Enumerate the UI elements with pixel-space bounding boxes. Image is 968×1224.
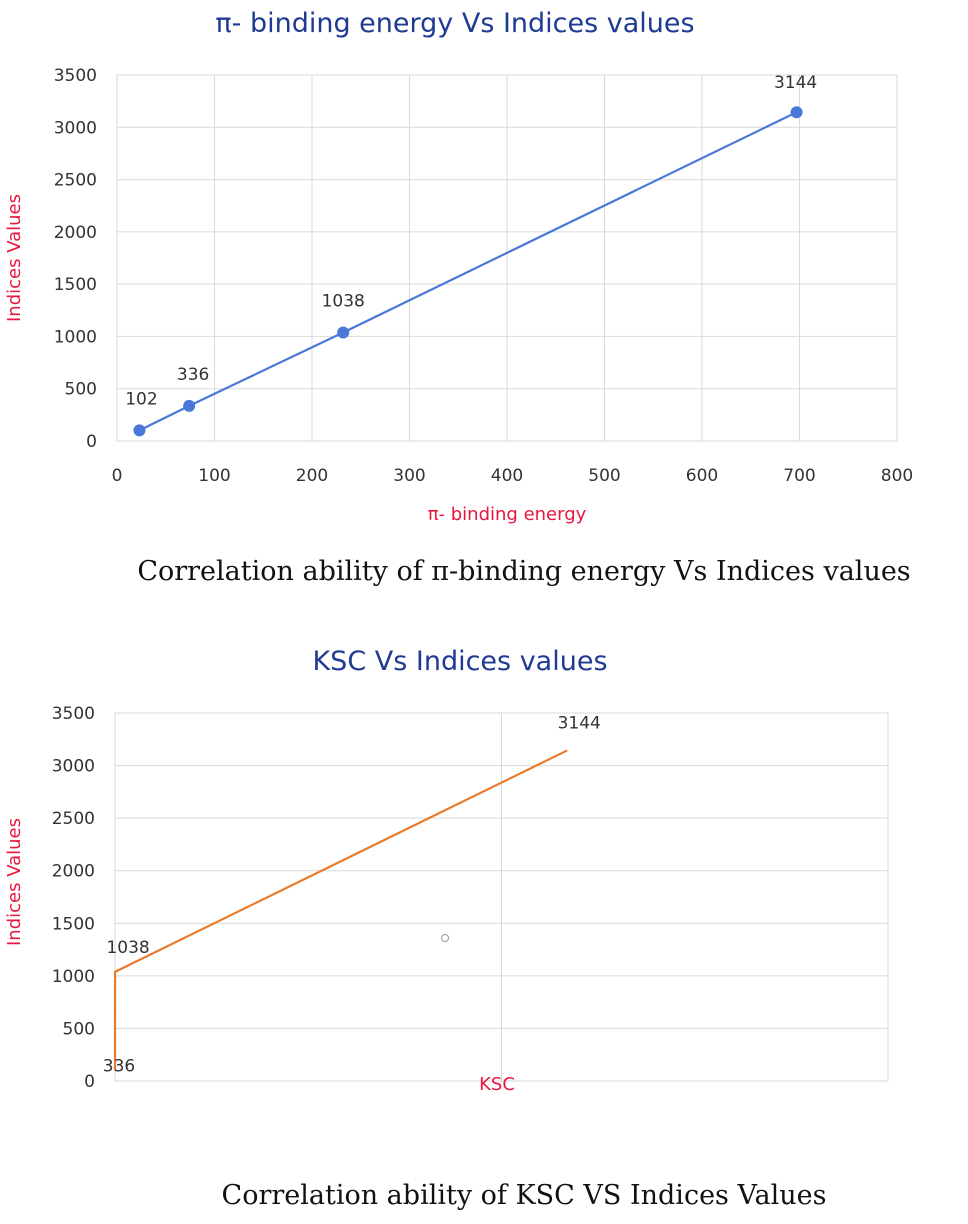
chart1-series: 102 336 1038 3144 — [125, 73, 817, 437]
y-tick-label: 2000 — [52, 862, 95, 882]
chart1-gridlines — [116, 74, 898, 442]
data-label: 3144 — [774, 73, 817, 93]
y-tick-label: 3500 — [54, 66, 97, 86]
x-tick-label: 400 — [491, 466, 523, 486]
y-tick-label: 500 — [63, 1019, 95, 1039]
y-tick-label: 1000 — [54, 327, 97, 347]
data-label: 1038 — [106, 938, 149, 958]
x-tick-label: 800 — [881, 466, 913, 486]
y-tick-label: 1500 — [54, 275, 97, 295]
y-tick-label: 500 — [65, 380, 97, 400]
y-tick-label: 2500 — [52, 809, 95, 829]
x-tick-label: 600 — [686, 466, 718, 486]
x-tick-label: 700 — [783, 466, 815, 486]
chart2-x-axis-label: KSC — [479, 1074, 515, 1095]
series-line — [138, 111, 798, 432]
x-tick-label: 100 — [198, 466, 230, 486]
y-tick-label: 2000 — [54, 223, 97, 243]
chart1-y-ticks: 0 500 1000 1500 2000 2500 3000 3500 — [54, 66, 97, 452]
x-tick-label: 300 — [393, 466, 425, 486]
chart1-x-axis-label: π- binding energy — [428, 504, 587, 525]
chart-ksc: KSC Vs Indices values 0 500 1000 1500 2000 25… — [4, 646, 889, 1095]
chart2-y-ticks: 0 500 1000 1500 2000 2500 3000 3500 — [52, 704, 95, 1092]
data-label: 3144 — [558, 713, 601, 733]
chart1-plot-frame — [116, 74, 898, 442]
chart2-title: KSC Vs Indices values — [312, 646, 607, 677]
chart2-plot-frame — [114, 712, 889, 1082]
data-label: 1038 — [322, 291, 365, 311]
data-label: 102 — [125, 389, 157, 409]
series-line — [113, 749, 568, 1071]
chart1-title: π- binding energy Vs Indices values — [215, 8, 694, 39]
y-tick-label: 3000 — [52, 757, 95, 777]
data-label: 336 — [103, 1057, 135, 1077]
y-tick-label: 3000 — [54, 118, 97, 138]
chart1-caption: Correlation ability of π-binding energy … — [137, 556, 911, 587]
y-tick-label: 0 — [84, 1072, 95, 1092]
chart2-y-axis-label: Indices Values — [4, 818, 25, 946]
chart-pi-binding-energy: π- binding energy Vs Indices values 0 500… — [4, 8, 914, 525]
chart2-caption: Correlation ability of KSC VS Indices Va… — [221, 1180, 827, 1211]
y-tick-label: 1000 — [52, 967, 95, 987]
y-tick-label: 1500 — [52, 914, 95, 934]
data-point — [790, 106, 803, 119]
data-point — [337, 326, 350, 339]
chart2-stray-marker — [441, 934, 449, 942]
y-tick-label: 2500 — [54, 171, 97, 191]
chart2-gridlines — [114, 712, 889, 1082]
chart1-x-ticks: 0 100 200 300 400 500 600 700 800 — [112, 466, 914, 486]
data-point — [133, 424, 146, 437]
y-tick-label: 0 — [86, 432, 97, 452]
data-label: 336 — [177, 365, 209, 385]
x-tick-label: 500 — [588, 466, 620, 486]
data-point — [183, 399, 196, 412]
chart1-y-axis-label: Indices Values — [4, 194, 25, 322]
y-tick-label: 3500 — [52, 704, 95, 724]
x-tick-label: 0 — [112, 466, 123, 486]
x-tick-label: 200 — [296, 466, 328, 486]
